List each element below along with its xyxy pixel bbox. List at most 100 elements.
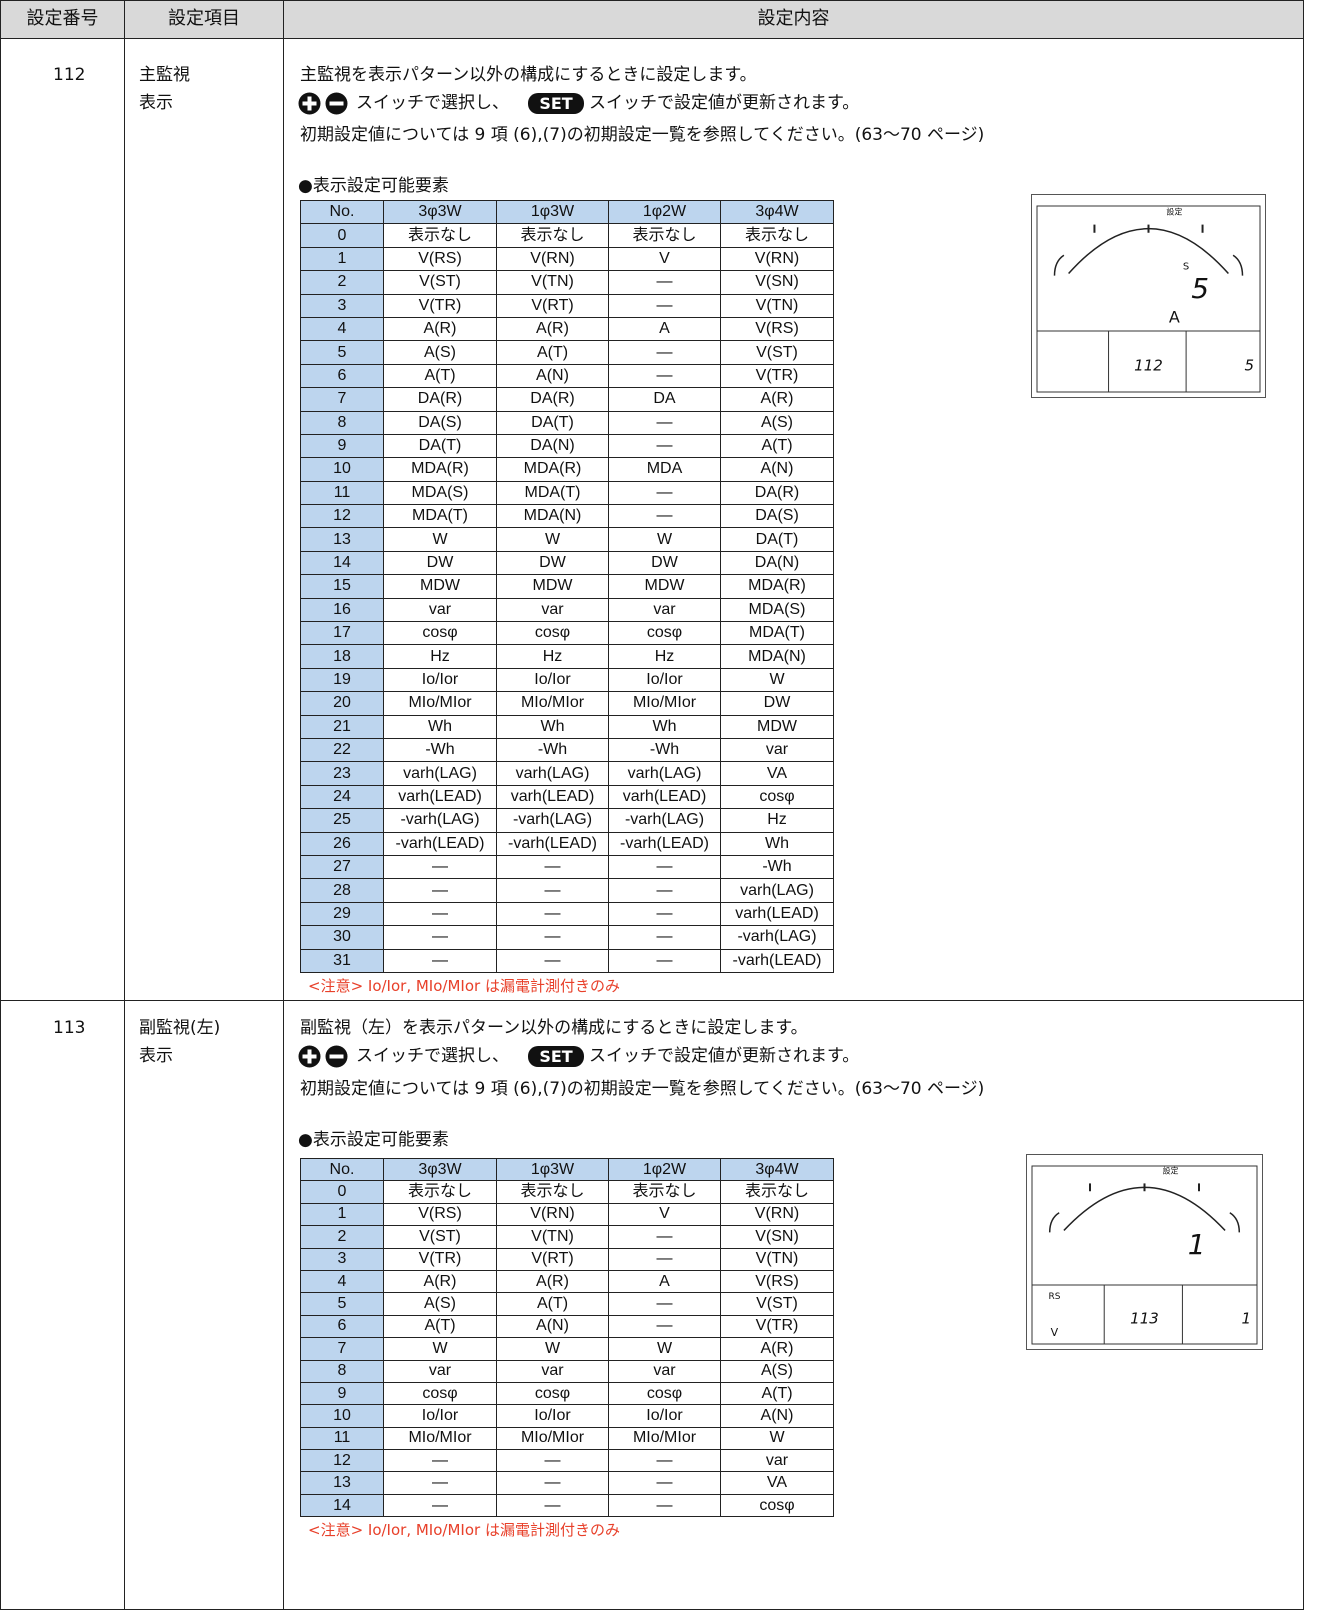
table-row: 13 ― ― ― VA [300,1471,834,1495]
display-inner [1036,205,1261,393]
caution-note: <注意> Io/Ior, MIo/MIor は漏電計測付きのみ [308,977,620,996]
table-row: 7 DA(R) DA(R) DA A(R) [300,387,834,412]
table-cell: ― [608,270,721,295]
table-cell: ― [496,925,609,950]
row-number: 24 [300,784,384,810]
table-cell: ― [608,410,721,435]
table-cell: var [608,1359,721,1383]
table-cell: ― [608,480,721,506]
table-cell: A(T) [383,1314,497,1339]
row-number: 16 [300,597,384,623]
table-cell: A(S) [720,1359,834,1383]
item-text: 副監視(左) [139,1018,221,1038]
table-cell: -varh(LEAD) [720,948,834,973]
table-cell: Wh [608,714,721,739]
table-row: 17 cosφ cosφ cosφ MDA(T) [300,621,834,646]
table-cell: MDA(T) [496,480,609,506]
table-cell: var [720,737,834,763]
table-row: 14 ― ― ― cosφ [300,1493,834,1518]
table-cell: ― [496,1493,609,1518]
table-cell: 表示なし [383,223,497,248]
table-cell: cosφ [496,1381,609,1406]
row-number: 3 [300,1247,384,1271]
row-number: 13 [300,1471,384,1495]
table-cell: V(RT) [496,1247,609,1271]
table-row: 15 MDW MDW MDW MDA(R) [300,574,834,599]
column-header: 1φ3W [496,199,609,225]
number-cell: 112 [0,38,125,1001]
counter-value: 113 [1130,1310,1159,1328]
table-row: 26 -varh(LEAD) -varh(LEAD) -varh(LEAD) Wh [300,831,834,856]
set-icon-body [528,1045,584,1067]
row-number: 28 [300,878,384,903]
table-cell: -varh(LEAD) [383,831,497,856]
table-cell: Io/Ior [496,667,609,693]
switch-line: スイッチで選択し、 SET スイッチで設定値が更新されます。 [298,91,859,115]
row-number: 21 [300,714,384,739]
header-cell: 設定内容 [283,0,1304,39]
table-cell: A(T) [496,340,609,365]
table-cell: A(T) [496,1292,609,1316]
row-number: 12 [300,1449,384,1473]
unit-label: A [1169,308,1180,327]
table-row: 3 V(TR) V(RT) ― V(TN) [300,1247,834,1271]
display-inner [1031,1165,1258,1345]
table-cell: MIo/MIor [383,691,497,716]
table-cell: cosφ [383,1381,497,1406]
table-row: 12 MDA(T) MDA(N) ― DA(S) [300,504,834,529]
table-cell: A [608,1269,721,1294]
table-cell: W [720,667,834,693]
table-row: 0 表示なし 表示なし 表示なし 表示なし [300,1180,834,1204]
table-cell: ― [383,878,497,903]
table-cell: DA(S) [720,504,834,529]
column-header: 3φ3W [383,199,497,225]
row-number: 18 [300,644,384,669]
content-cell: 副監視（左）を表示パターン以外の構成にするときに設定します。スイッチで選択し、 S… [283,1000,1304,1610]
table-cell: DW [720,691,834,716]
table-cell: varh(LAG) [720,878,834,903]
row-number: 2 [300,1225,384,1249]
reference: 初期設定値については 9 項 (6),(7)の初期設定一覧を参照してください。(… [300,1079,985,1099]
table-row: 6 A(T) A(N) ― V(TR) [300,1314,834,1339]
table-row: 6 A(T) A(N) ― V(TR) [300,363,834,389]
item-text: 表示 [139,1046,173,1066]
row-number: 6 [300,363,384,389]
description: 副監視（左）を表示パターン以外の構成にするときに設定します。 [300,1018,808,1038]
table-cell: A(T) [720,433,834,459]
item-text: 主監視 [139,65,190,85]
table-cell: DA(R) [496,387,609,412]
table-cell: V(TN) [496,270,609,295]
item-text: 表示 [139,93,173,113]
table-cell: cosφ [496,621,609,646]
header-cell: 設定項目 [124,0,284,39]
table-row: 10 MDA(R) MDA(R) MDA A(N) [300,457,834,482]
table-cell: cosφ [608,621,721,646]
right-value: 1 [1241,1310,1251,1328]
table-cell: -varh(LEAD) [496,831,609,856]
table-cell: Hz [383,644,497,669]
table-cell: ― [383,854,497,880]
table-cell: 表示なし [608,1180,721,1204]
table-cell: V(ST) [383,1225,497,1249]
table-cell: A(R) [720,1337,834,1361]
set-switch-icon: SET [528,1045,584,1067]
table-cell: varh(LEAD) [608,784,721,810]
table-cell: Io/Ior [608,1404,721,1428]
switch-line: スイッチで選択し、 SET スイッチで設定値が更新されます。 [298,1044,859,1068]
table-cell: V(TN) [496,1225,609,1249]
column-header: 1φ2W [608,1157,721,1182]
left-sub-label: RS [1048,1292,1060,1302]
column-header: 1φ3W [496,1157,609,1182]
table-cell: MDA(N) [720,644,834,669]
table-cell: cosφ [383,621,497,646]
table-cell: ― [608,1225,721,1249]
row-number: 17 [300,621,384,646]
row-number: 14 [300,550,384,576]
table-cell: V(TR) [720,1314,834,1339]
table-cell: V(TR) [383,1247,497,1271]
table-row: 3 V(TR) V(RT) ― V(TN) [300,293,834,318]
table-cell: DA(R) [383,387,497,412]
